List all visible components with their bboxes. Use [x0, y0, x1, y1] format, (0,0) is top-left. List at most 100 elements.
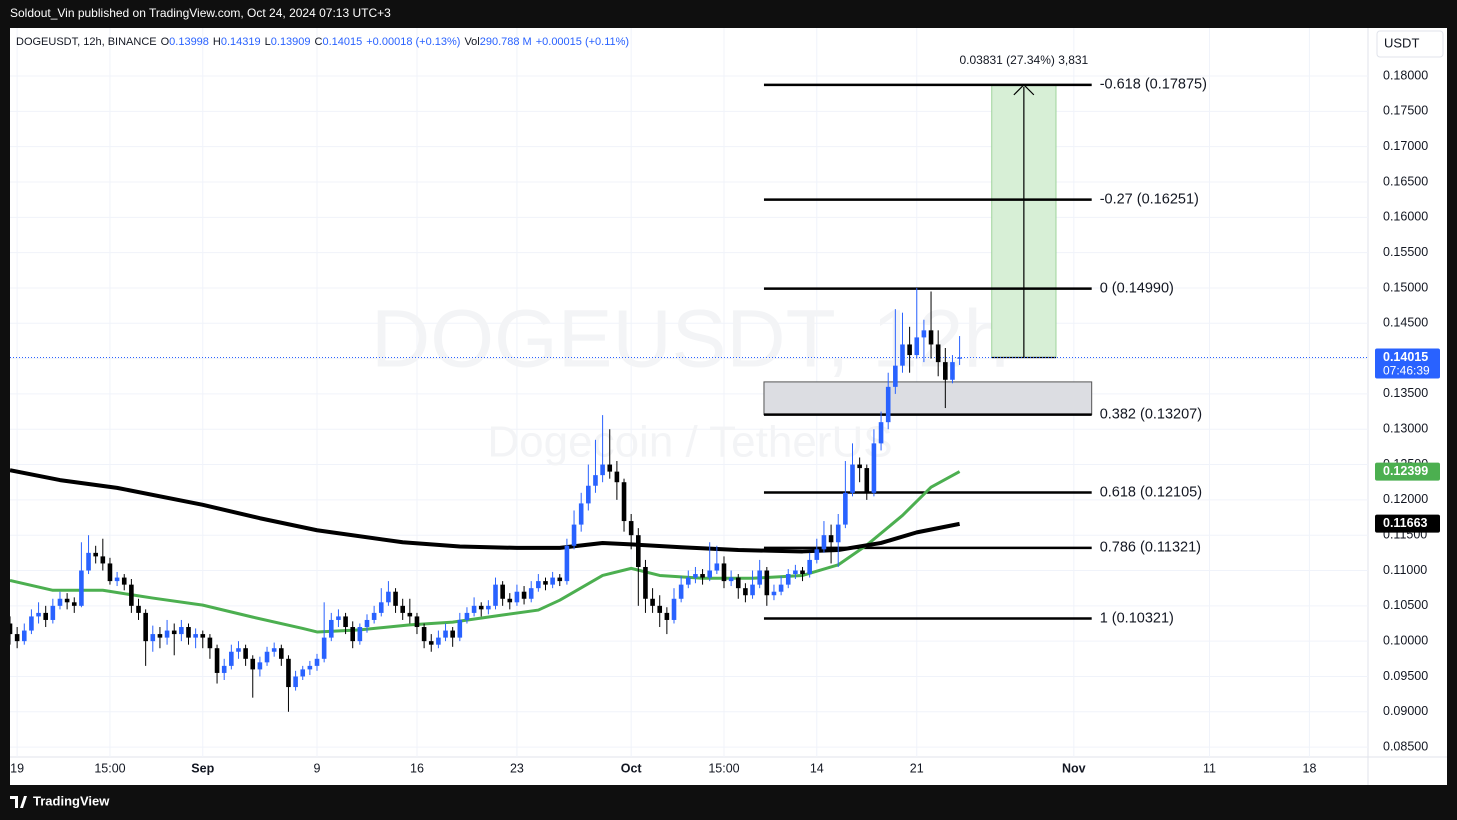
candle-body	[721, 563, 727, 582]
currency-label[interactable]: USDT	[1384, 35, 1419, 50]
candle-body	[507, 598, 513, 603]
y-tick-label: 0.11000	[1383, 563, 1427, 577]
legend-key: L	[265, 36, 271, 48]
x-tick-label: 18	[1303, 761, 1317, 775]
candle-body	[750, 584, 755, 596]
candle-body	[664, 612, 670, 620]
logo-mark	[10, 796, 27, 808]
candle-body	[321, 637, 327, 659]
chart-panel	[10, 28, 1447, 785]
candle-body	[821, 535, 827, 550]
y-tick-label: 0.13500	[1383, 386, 1428, 400]
candle-body	[100, 556, 106, 564]
candle-body	[300, 669, 306, 677]
candle-body	[671, 598, 677, 620]
x-tick-label: 19	[10, 761, 24, 775]
candle-body	[229, 651, 234, 666]
candle-body	[457, 619, 463, 638]
candle-body	[793, 570, 798, 575]
candle-body	[528, 588, 534, 599]
candle-body	[79, 570, 84, 606]
candle-body	[757, 570, 762, 585]
candle-body	[543, 581, 548, 585]
watermark-symbol: DOGEUSDT, 12h	[371, 294, 1009, 385]
candle-body	[650, 598, 655, 606]
y-tick-label: 0.16000	[1383, 210, 1428, 224]
y-tick-label: 0.14500	[1383, 316, 1428, 330]
footer-logo	[10, 796, 27, 808]
candle-body	[550, 577, 555, 585]
candle-body	[500, 584, 505, 599]
watermark-name: Dogecoin / TetherUS	[487, 418, 892, 467]
candle-body	[50, 605, 56, 620]
candle-body	[250, 658, 256, 670]
candle-body	[893, 365, 898, 387]
candle-body	[778, 584, 784, 592]
candle-body	[578, 503, 584, 525]
x-tick-label: 15:00	[94, 761, 125, 775]
candle-body	[14, 634, 20, 642]
price-badge-value: 0.12399	[1383, 464, 1428, 478]
candle-body	[328, 619, 334, 638]
candle-body	[885, 386, 891, 423]
candle-body	[571, 524, 577, 546]
candle-body	[800, 570, 805, 575]
legend-key: Vol	[464, 36, 479, 48]
candle-body	[107, 563, 113, 582]
candle-body	[436, 637, 441, 645]
candle-body	[143, 612, 148, 642]
candle-body	[907, 344, 912, 356]
candle-body	[478, 605, 484, 610]
candle-body	[743, 588, 748, 596]
candle-body	[29, 616, 34, 631]
candle-body	[914, 337, 920, 356]
x-tick-label: 9	[314, 761, 321, 775]
fib-label: 0 (0.14990)	[1100, 280, 1174, 296]
x-tick-label: 21	[910, 761, 924, 775]
candle-body	[921, 330, 927, 338]
price-badge	[1375, 348, 1440, 379]
candle-body	[93, 552, 98, 557]
fib-label: -0.27 (0.16251)	[1100, 191, 1199, 207]
candle-body	[386, 591, 391, 603]
candle-body	[121, 577, 127, 585]
y-tick-label: 0.13000	[1383, 422, 1428, 436]
candle-body	[257, 662, 263, 670]
candle-body	[471, 605, 477, 613]
legend-value: 290.788 M	[480, 36, 532, 48]
candle-body	[728, 577, 734, 582]
candle-body	[428, 641, 434, 645]
candle-body	[857, 464, 862, 469]
candle-body	[878, 422, 884, 444]
candle-body	[586, 485, 591, 504]
candle-body	[564, 545, 570, 582]
candle-body	[400, 605, 405, 613]
candle-body	[407, 612, 413, 617]
legend-value: +0.00015 (+0.11%)	[536, 36, 629, 48]
candle-body	[421, 627, 427, 642]
candle-body	[935, 344, 941, 363]
y-tick-label: 0.12000	[1383, 492, 1428, 506]
candle-body	[928, 330, 934, 345]
candle-body	[950, 362, 955, 380]
candle-body	[557, 577, 563, 582]
candle-body	[621, 482, 627, 522]
candle-body	[450, 630, 455, 638]
y-tick-label: 0.10500	[1383, 598, 1428, 612]
price-badge	[1375, 514, 1440, 533]
candle-body	[600, 464, 605, 476]
candle-body	[414, 616, 420, 628]
candle-body	[607, 464, 613, 472]
candle-body	[807, 559, 812, 575]
axes: 0.08500 0.09000 0.09500 0.10000 0.10500 0.110…	[10, 53, 1440, 775]
y-tick-label: 0.16500	[1383, 174, 1428, 188]
legend-key: C	[315, 36, 323, 48]
candle-body	[236, 648, 241, 652]
candle-body	[835, 524, 841, 543]
currency-button[interactable]	[1376, 30, 1444, 58]
footer-brand: TradingView	[33, 793, 110, 808]
x-tick-label: 16	[410, 761, 424, 775]
price-badge-countdown: 07:46:39	[1383, 364, 1430, 378]
candle-body	[871, 443, 877, 493]
